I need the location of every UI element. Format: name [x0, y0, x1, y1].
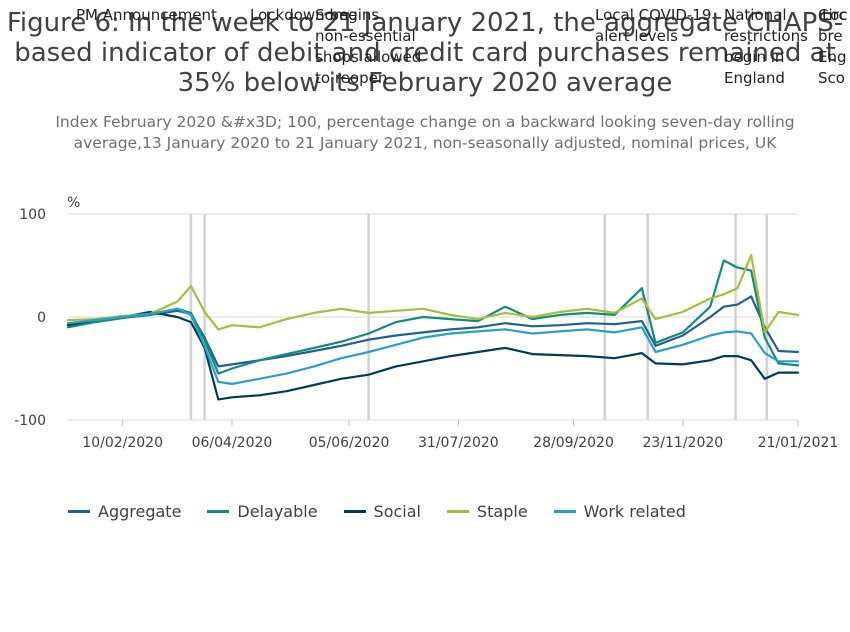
chart-title-line-1: Figure 6: In the week to 21 January 2021…: [6, 8, 844, 38]
legend-label: Work related: [583, 501, 686, 521]
x-tick-label: 10/02/2020: [82, 435, 163, 451]
annotation-local-alert-levels: Local COVID-19 alert levels: [595, 5, 711, 47]
legend-swatch: [446, 509, 469, 513]
annotation-line: alert levels: [595, 27, 678, 45]
x-tick-label: 31/07/2020: [418, 435, 499, 451]
chart-subtitle-line-1: Index February 2020 &#x3D; 100, percenta…: [55, 113, 795, 131]
chart-title-line-3: 35% below its February 2020 average: [177, 68, 673, 98]
legend-item-social[interactable]: Social: [343, 501, 421, 521]
annotation-line: shops allowed: [315, 48, 422, 66]
annotation-circuit-breaker: Circ bre Eng Sco: [818, 5, 847, 89]
annotation-line: Some: [315, 6, 358, 24]
y-tick-label: 0: [37, 310, 46, 326]
annotation-line: Local COVID-19: [595, 6, 712, 24]
annotation-lockdown-begins: Lockdown begins: [250, 5, 379, 26]
series-line-aggregate: [66, 295, 800, 368]
annotation-line: Circ: [818, 6, 847, 24]
legend-label: Delayable: [237, 501, 318, 521]
annotation-line: begin in: [724, 48, 785, 66]
y-axis-unit-label: %: [67, 195, 80, 211]
series-lines: [66, 254, 800, 401]
event-lines: [189, 214, 769, 420]
chart-title-line-2: based indicator of debit and credit card…: [14, 38, 836, 68]
x-tick-label: 21/01/2021: [758, 435, 839, 451]
annotation-line: non-essential: [315, 27, 416, 45]
x-tick-label: 05/06/2020: [309, 435, 390, 451]
line-chart: % -100 0 100 10/02/2020 06/04/2020 05/06/2020…: [14, 195, 838, 451]
legend-swatch: [68, 509, 90, 513]
legend-item-delayable[interactable]: Delayable: [207, 501, 318, 521]
legend-swatch: [207, 509, 230, 513]
x-tick-label: 06/04/2020: [192, 435, 273, 451]
annotation-line: bre: [818, 27, 843, 45]
annotation-shops-reopen: Some non-essential shops allowed to reop…: [315, 5, 421, 89]
legend: Aggregate Delayable Social Staple Work r…: [68, 500, 712, 522]
chart-subtitle: Index February 2020 &#x3D; 100, percenta…: [40, 112, 810, 154]
annotation-pm-announcement: PM Announcement: [76, 5, 217, 26]
x-tick-label: 28/09/2020: [533, 435, 614, 451]
legend-swatch: [553, 509, 576, 513]
chart-subtitle-line-2: average,13 January 2020 to 21 January 20…: [73, 134, 777, 152]
annotation-line: Sco: [818, 69, 845, 87]
annotation-line: Lockdown begins: [250, 6, 380, 24]
annotation-line: England: [724, 69, 785, 87]
series-line-work-related: [66, 307, 800, 385]
annotation-lockdown-2: Loc: [822, 5, 848, 26]
x-tick-label: 23/11/2020: [642, 435, 723, 451]
annotation-line: Loc: [822, 6, 848, 24]
legend-item-work-related[interactable]: Work related: [553, 501, 686, 521]
series-line-staple: [66, 254, 800, 334]
annotation-line: Eng: [818, 48, 847, 66]
annotation-line: to reopen: [315, 69, 388, 87]
legend-item-aggregate[interactable]: Aggregate: [68, 502, 181, 521]
legend-swatch: [343, 509, 366, 513]
legend-label: Staple: [476, 501, 528, 521]
legend-item-staple[interactable]: Staple: [446, 501, 528, 521]
annotation-line: PM Announcement: [76, 6, 217, 24]
series-line-social: [66, 310, 800, 401]
series-line-delayable: [66, 259, 800, 375]
legend-label: Social: [373, 501, 421, 521]
legend-label: Aggregate: [98, 501, 182, 521]
annotation-line: National: [724, 6, 787, 24]
y-tick-label: -100: [14, 413, 46, 429]
annotation-line: restrictions: [724, 27, 808, 45]
chart-title: Figure 6: In the week to 21 January 2021…: [0, 8, 850, 98]
annotation-national-restrictions: National restrictions begin in England: [724, 5, 808, 89]
axes: % -100 0 100 10/02/2020 06/04/2020 05/06/2020…: [14, 195, 838, 451]
y-tick-label: 100: [19, 207, 46, 223]
